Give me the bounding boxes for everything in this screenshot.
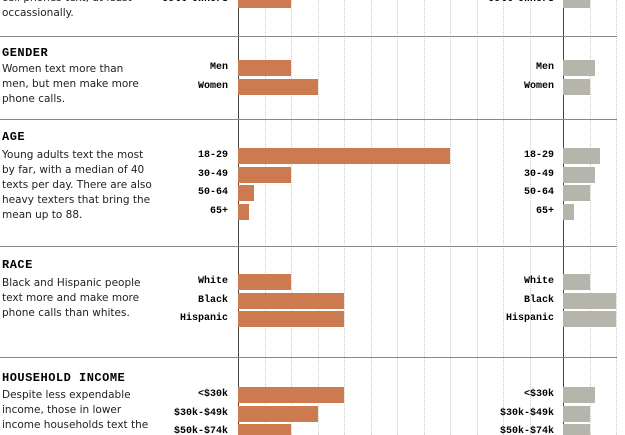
calls-bar	[563, 424, 590, 435]
grid-line	[589, 0, 591, 435]
row-label: 18-29	[523, 150, 554, 161]
section-description: Young adults text the most by far, with …	[2, 149, 152, 221]
row-label: 30-49	[197, 168, 228, 180]
calls-bar	[563, 405, 590, 422]
calls-bar	[563, 60, 595, 76]
row-label: Cell Owners	[434, 0, 554, 6]
grid-line	[450, 0, 451, 435]
grid-line	[529, 0, 531, 435]
section-title: HOUSEHOLD INCOME	[2, 371, 126, 385]
texts-bar	[238, 0, 291, 8]
texts-bar	[238, 166, 291, 183]
grid-line	[397, 0, 398, 435]
calls-bar	[563, 387, 595, 403]
row-label: $50k-$74k	[499, 426, 554, 435]
grid-line	[476, 0, 478, 435]
texts-bar	[238, 185, 254, 202]
row-label: Black	[197, 294, 228, 306]
section-description: cell phones text, at least occassionally…	[2, 0, 132, 19]
row-label: Women	[523, 80, 554, 92]
row-label: Men	[535, 62, 554, 73]
texts-bar	[238, 387, 344, 403]
row-label: 18-29	[197, 150, 228, 161]
separator	[0, 119, 617, 120]
calls-bar	[563, 78, 590, 95]
calls-bar	[563, 204, 574, 221]
row-label: $50k-$74k	[173, 426, 228, 435]
texts-bar	[238, 274, 291, 290]
grid-line	[423, 0, 425, 435]
calls-bar	[563, 311, 616, 328]
grid-line	[370, 0, 372, 435]
row-label: <$30k	[197, 389, 228, 400]
row-label: $30k-$49k	[173, 407, 228, 419]
grid-line	[616, 0, 617, 435]
row-label: Hispanic	[505, 313, 554, 325]
calls-bar	[563, 292, 616, 309]
separator	[0, 36, 617, 37]
row-label: Men	[209, 62, 228, 73]
grid-line	[264, 0, 266, 435]
row-label: White	[197, 276, 228, 287]
calls-bar	[563, 0, 590, 8]
texts-bar	[238, 78, 318, 95]
row-label: 65+	[209, 206, 228, 218]
row-label: 50-64	[523, 187, 554, 199]
row-label: $30k-$49k	[499, 407, 554, 419]
row-label: 30-49	[523, 168, 554, 180]
texts-bar	[238, 311, 344, 328]
grid-line	[344, 0, 345, 435]
row-label: 65+	[535, 206, 554, 218]
separator	[0, 357, 617, 358]
row-label: Women	[197, 80, 228, 92]
texts-bar	[238, 292, 344, 309]
calls-bar	[563, 274, 590, 290]
section-title: RACE	[2, 258, 33, 272]
grid-line	[503, 0, 504, 435]
texts-bar	[238, 424, 291, 435]
row-label: White	[523, 276, 554, 287]
calls-bar	[563, 185, 590, 202]
row-label: Hispanic	[179, 313, 228, 325]
texts-bar	[238, 148, 450, 164]
row-label: Black	[523, 294, 554, 306]
section-description: Women text more than men, but men make m…	[2, 63, 139, 105]
texts-bar	[238, 405, 318, 422]
separator	[0, 246, 617, 247]
row-label: 50-64	[197, 187, 228, 199]
row-label: <$30k	[523, 389, 554, 400]
texts-bar	[238, 60, 291, 76]
grid-line	[291, 0, 292, 435]
calls-bar	[563, 148, 601, 164]
section-title: GENDER	[2, 46, 49, 60]
calls-bar	[563, 166, 595, 183]
section-description: Despite less expendable income, those in…	[2, 389, 149, 431]
section-title: AGE	[2, 130, 26, 144]
texts-bar	[238, 204, 249, 221]
grid-line	[317, 0, 319, 435]
section-description: Black and Hispanic people text more and …	[2, 277, 141, 319]
row-label: Cell Owners	[108, 0, 228, 6]
